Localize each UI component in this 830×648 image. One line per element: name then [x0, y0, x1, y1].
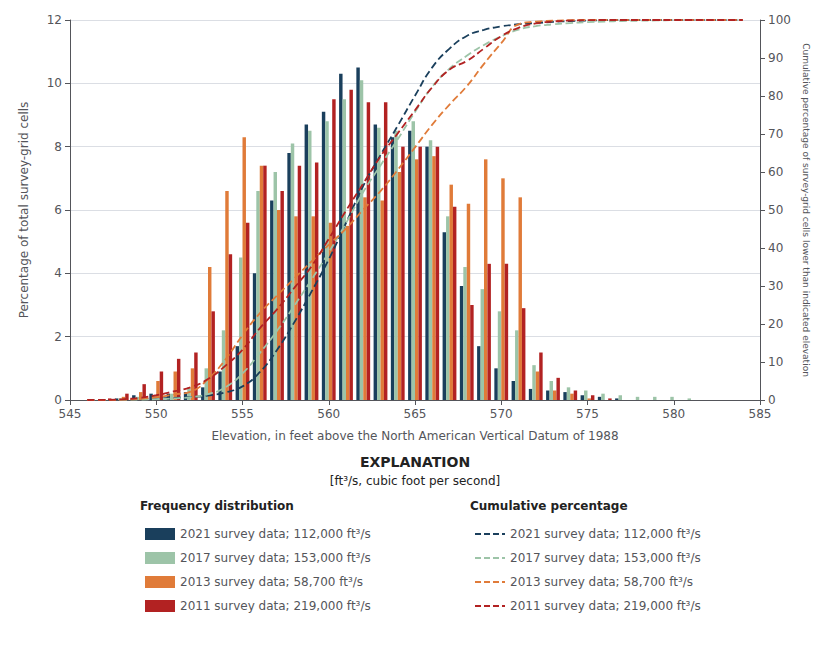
svg-text:Cumulative percentage: Cumulative percentage: [470, 499, 628, 513]
svg-text:100: 100: [768, 13, 791, 27]
svg-text:2013 survey data; 58,700 ft³/s: 2013 survey data; 58,700 ft³/s: [510, 575, 693, 589]
svg-text:EXPLANATION: EXPLANATION: [360, 454, 470, 470]
svg-text:4: 4: [54, 266, 62, 280]
svg-text:[ft³/s, cubic foot per second]: [ft³/s, cubic foot per second]: [330, 474, 500, 488]
svg-text:560: 560: [317, 407, 340, 421]
svg-text:Elevation, in feet above the N: Elevation, in feet above the North Ameri…: [211, 429, 618, 443]
svg-text:2021 survey data; 112,000 ft³/: 2021 survey data; 112,000 ft³/s: [510, 527, 701, 541]
svg-text:Cumulative percentage of surve: Cumulative percentage of survey-grid cel…: [801, 43, 811, 377]
svg-text:60: 60: [768, 165, 783, 179]
svg-text:575: 575: [576, 407, 599, 421]
svg-text:12: 12: [47, 13, 62, 27]
svg-text:50: 50: [768, 203, 783, 217]
svg-text:0: 0: [768, 393, 776, 407]
svg-text:10: 10: [47, 76, 62, 90]
svg-text:565: 565: [404, 407, 427, 421]
svg-text:545: 545: [59, 407, 82, 421]
svg-text:2011 survey data; 219,000 ft³/: 2011 survey data; 219,000 ft³/s: [510, 599, 701, 613]
svg-text:555: 555: [231, 407, 254, 421]
svg-text:6: 6: [54, 203, 62, 217]
svg-text:550: 550: [145, 407, 168, 421]
svg-text:20: 20: [768, 317, 783, 331]
svg-text:40: 40: [768, 241, 783, 255]
svg-text:2017 survey data; 153,000 ft³/: 2017 survey data; 153,000 ft³/s: [180, 551, 371, 565]
svg-text:585: 585: [749, 407, 772, 421]
svg-text:80: 80: [768, 89, 783, 103]
svg-text:2013 survey data; 58,700 ft³/s: 2013 survey data; 58,700 ft³/s: [180, 575, 363, 589]
svg-text:2017 survey data; 153,000 ft³/: 2017 survey data; 153,000 ft³/s: [510, 551, 701, 565]
svg-text:8: 8: [54, 140, 62, 154]
svg-text:570: 570: [490, 407, 513, 421]
svg-text:580: 580: [662, 407, 685, 421]
svg-text:10: 10: [768, 355, 783, 369]
svg-text:2: 2: [54, 330, 62, 344]
svg-text:70: 70: [768, 127, 783, 141]
svg-text:2011 survey data; 219,000 ft³/: 2011 survey data; 219,000 ft³/s: [180, 599, 371, 613]
svg-text:Frequency distribution: Frequency distribution: [140, 499, 294, 513]
svg-text:0: 0: [54, 393, 62, 407]
svg-text:Percentage of total survey-gri: Percentage of total survey-grid cells: [17, 102, 31, 319]
svg-text:90: 90: [768, 51, 783, 65]
svg-text:2021 survey data; 112,000 ft³/: 2021 survey data; 112,000 ft³/s: [180, 527, 371, 541]
svg-text:30: 30: [768, 279, 783, 293]
